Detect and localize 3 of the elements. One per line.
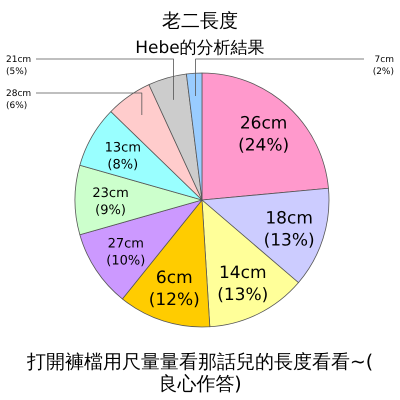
title: 老二長度 — [162, 10, 238, 32]
subtitle: Hebe的分析結果 — [135, 38, 265, 58]
annotation: 打開褲檔用尺量量看那話兒的長度看看~(良心作答) — [26, 351, 374, 395]
